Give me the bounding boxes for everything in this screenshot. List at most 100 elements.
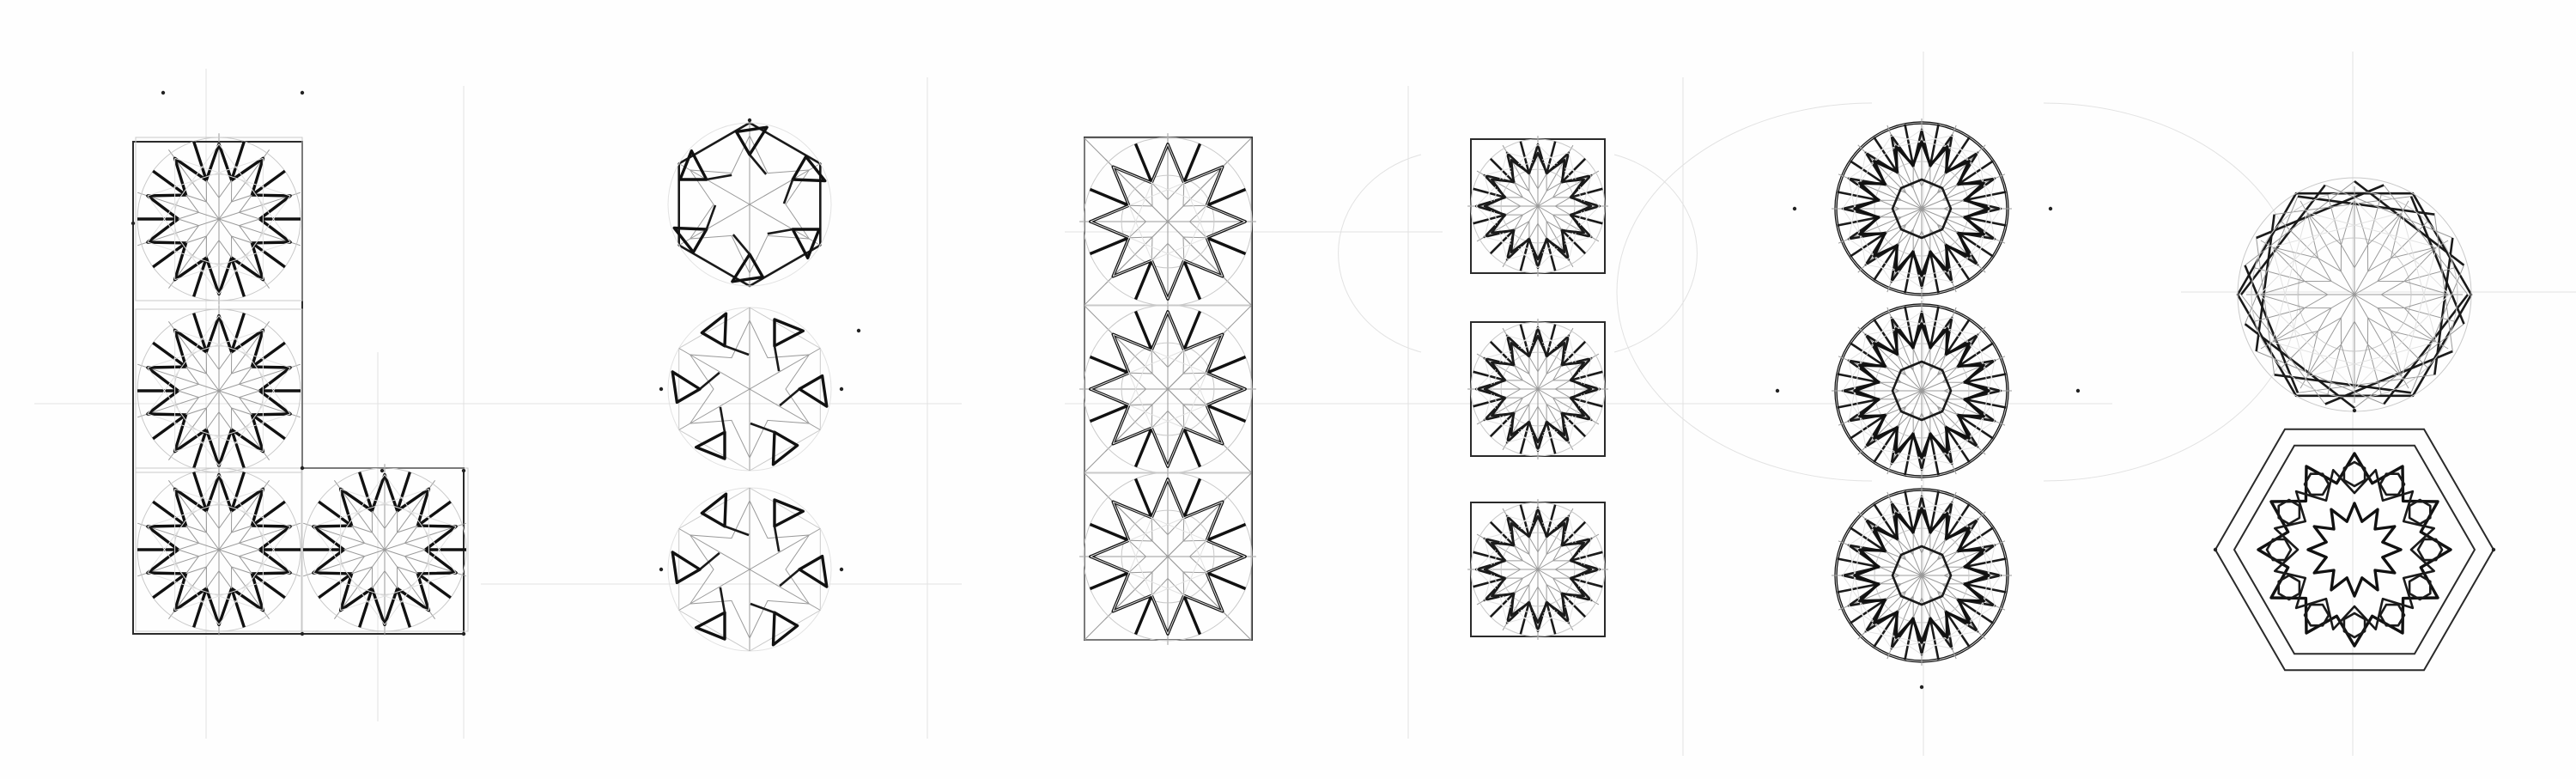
chord-line	[1842, 208, 1893, 283]
petal-line	[416, 572, 452, 599]
petal-line	[230, 587, 246, 628]
small-hexagon	[2416, 538, 2444, 562]
six-point-star	[689, 499, 811, 640]
construction-circle	[1470, 138, 1606, 274]
petal-line	[1837, 373, 1880, 384]
compass-point	[300, 631, 305, 636]
circle-column-panel	[1775, 119, 2081, 690]
petal-line	[1206, 404, 1247, 423]
interlace-band	[2257, 452, 2452, 648]
kite-arm	[750, 422, 775, 434]
chord-line	[2324, 185, 2453, 239]
petal-line	[1850, 342, 1887, 368]
hexagon-pair-panel	[2213, 177, 2496, 672]
radial-line	[2354, 240, 2449, 295]
chord-line	[1537, 388, 1601, 452]
diagonal-line	[678, 528, 821, 611]
petal-line	[1904, 617, 1915, 660]
chord-line	[147, 315, 220, 415]
chord-line	[1113, 166, 1246, 222]
compass-point	[659, 567, 664, 572]
petal-line	[1133, 594, 1153, 636]
compass-point	[380, 468, 385, 473]
diagonal-line	[678, 163, 821, 246]
rosette-band	[1853, 507, 1990, 644]
petal-line	[1963, 557, 2007, 569]
kite-shape	[671, 370, 702, 405]
radial-line	[1167, 388, 1231, 453]
petal-line	[1206, 571, 1247, 591]
small-hexagon	[2379, 603, 2406, 627]
kite-arm	[705, 204, 717, 230]
construction-guidelines	[34, 52, 2576, 756]
petal-line	[1182, 594, 1202, 636]
chord-line	[2239, 184, 2326, 295]
kite-shape	[700, 492, 728, 528]
petal-line	[1182, 310, 1202, 351]
petal-line	[1837, 398, 1880, 409]
chord-line	[2401, 212, 2438, 343]
chord-line	[1921, 238, 1996, 289]
petal-line	[1944, 503, 1971, 541]
compass-point	[2075, 388, 2081, 393]
chord-line	[2433, 237, 2454, 375]
chord-line	[1568, 538, 1592, 624]
chord-line	[1506, 152, 1592, 176]
compass-point	[2491, 547, 2496, 552]
chord-line	[1951, 208, 2002, 283]
petal-line	[1904, 432, 1915, 476]
compass-point	[461, 631, 466, 636]
guide-arc	[1338, 154, 1422, 353]
radial-line	[1167, 221, 1231, 285]
petal-line	[1182, 143, 1202, 184]
chord-line	[1537, 205, 1601, 269]
petal-line	[1182, 427, 1202, 468]
chord-line	[1475, 569, 1539, 632]
radial-line	[1167, 158, 1231, 222]
construction-circle	[1835, 304, 2008, 478]
radial-line	[1104, 158, 1169, 222]
chord-line	[2306, 341, 2437, 378]
chord-line	[1537, 326, 1601, 390]
petal-line	[1956, 160, 1994, 186]
chord-line	[1484, 236, 1570, 260]
chord-line	[147, 413, 264, 453]
compass-point	[839, 567, 844, 572]
kite-arm	[779, 388, 800, 407]
chord-line	[1568, 174, 1592, 260]
compass-point	[747, 118, 752, 123]
small-hexagon	[2303, 472, 2330, 496]
chord-line	[1848, 360, 1867, 447]
inner-hexagon	[2233, 444, 2476, 655]
kite-arm	[724, 525, 750, 537]
chord-line	[1951, 135, 2002, 210]
chord-line	[2354, 180, 2465, 266]
petal-line	[1089, 187, 1130, 207]
chord-line	[1865, 502, 1953, 520]
rosette-band	[1853, 322, 1990, 459]
chord-line	[2256, 237, 2275, 375]
chord-line	[1475, 388, 1539, 452]
petal-line	[1850, 160, 1887, 186]
chord-line	[1977, 360, 1996, 447]
small-hexagon	[2408, 498, 2432, 526]
petal-line	[1963, 398, 2007, 409]
chord-line	[1951, 390, 2002, 465]
petal-line	[1963, 373, 2007, 384]
chord-line	[1977, 519, 1996, 606]
petal-line	[251, 241, 286, 269]
square-tile	[1467, 319, 1608, 459]
chord-line	[2274, 374, 2412, 394]
petal-line	[230, 429, 246, 469]
chord-line	[1848, 420, 1923, 471]
center-octagon	[1891, 360, 1953, 422]
petal-line	[1873, 425, 1899, 463]
kite-shape	[791, 228, 821, 259]
petal-line	[1133, 427, 1153, 468]
petal-line	[1956, 413, 1994, 440]
kite-shape	[798, 554, 829, 588]
petal-line	[1904, 490, 1915, 534]
chord-line	[1568, 335, 1592, 421]
